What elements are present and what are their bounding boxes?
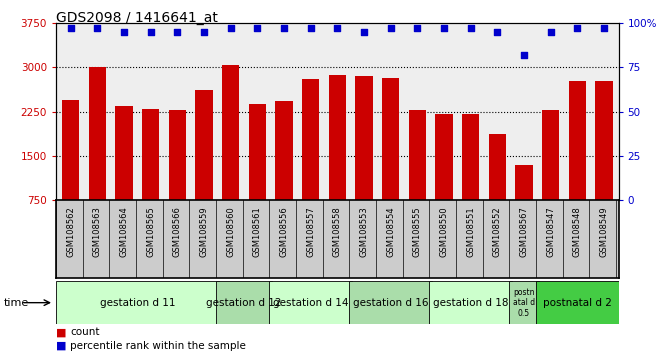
Point	[439, 25, 449, 31]
Bar	[569, 81, 586, 200]
Bar	[595, 81, 613, 200]
Point	[252, 25, 263, 31]
Text: GSM108554: GSM108554	[386, 206, 395, 257]
Text: GSM108558: GSM108558	[333, 206, 342, 257]
Text: GSM108567: GSM108567	[519, 206, 528, 257]
FancyBboxPatch shape	[216, 281, 272, 324]
Bar	[462, 114, 479, 200]
Bar	[222, 65, 240, 200]
Point	[225, 25, 236, 31]
FancyBboxPatch shape	[56, 281, 218, 324]
Text: gestation d 12: gestation d 12	[206, 298, 282, 308]
Bar	[115, 105, 132, 200]
Text: postn
atal d
0.5: postn atal d 0.5	[513, 288, 535, 318]
Bar	[515, 165, 532, 200]
Text: gestation d 18: gestation d 18	[433, 298, 508, 308]
Text: GSM108549: GSM108549	[599, 206, 609, 257]
Bar	[382, 78, 399, 200]
Text: GSM108553: GSM108553	[359, 206, 368, 257]
FancyBboxPatch shape	[429, 281, 512, 324]
Point	[278, 25, 289, 31]
Text: GSM108560: GSM108560	[226, 206, 235, 257]
Text: time: time	[3, 298, 28, 308]
Text: GSM108564: GSM108564	[119, 206, 128, 257]
Text: GSM108559: GSM108559	[199, 206, 209, 257]
Point	[465, 25, 476, 31]
FancyBboxPatch shape	[536, 281, 619, 324]
Bar	[435, 114, 453, 200]
Text: GSM108547: GSM108547	[546, 206, 555, 257]
Bar	[195, 90, 213, 200]
Point	[118, 29, 129, 35]
Text: percentile rank within the sample: percentile rank within the sample	[70, 341, 246, 351]
Text: GSM108566: GSM108566	[173, 206, 182, 257]
Bar	[302, 79, 319, 200]
Point	[305, 25, 316, 31]
Point	[332, 25, 342, 31]
FancyBboxPatch shape	[509, 281, 538, 324]
Point	[386, 25, 396, 31]
Bar	[142, 109, 159, 200]
Text: gestation d 11: gestation d 11	[99, 298, 175, 308]
Bar	[275, 102, 293, 200]
Text: GSM108548: GSM108548	[572, 206, 582, 257]
Point	[492, 29, 503, 35]
Text: count: count	[70, 327, 100, 337]
Text: GSM108550: GSM108550	[440, 206, 448, 257]
Point	[545, 29, 556, 35]
Text: GSM108563: GSM108563	[93, 206, 102, 257]
Text: postnatal d 2: postnatal d 2	[543, 298, 612, 308]
FancyBboxPatch shape	[349, 281, 432, 324]
Point	[359, 29, 369, 35]
Text: GSM108552: GSM108552	[493, 206, 501, 257]
Point	[572, 25, 582, 31]
Bar	[409, 110, 426, 200]
Bar	[249, 104, 266, 200]
Text: GDS2098 / 1416641_at: GDS2098 / 1416641_at	[56, 11, 218, 25]
Text: gestation d 14: gestation d 14	[273, 298, 348, 308]
Text: GSM108562: GSM108562	[66, 206, 75, 257]
Point	[599, 25, 609, 31]
Text: GSM108561: GSM108561	[253, 206, 262, 257]
Bar	[168, 110, 186, 200]
Point	[519, 52, 529, 58]
Text: GSM108555: GSM108555	[413, 206, 422, 257]
Text: GSM108557: GSM108557	[306, 206, 315, 257]
Text: GSM108556: GSM108556	[280, 206, 288, 257]
Bar	[355, 76, 372, 200]
Bar	[488, 134, 506, 200]
Bar	[542, 110, 559, 200]
Bar	[62, 100, 79, 200]
Bar	[328, 75, 346, 200]
Text: GSM108565: GSM108565	[146, 206, 155, 257]
Text: ■: ■	[56, 341, 66, 351]
Point	[172, 29, 182, 35]
Text: ■: ■	[56, 327, 66, 337]
Point	[65, 25, 76, 31]
Point	[145, 29, 156, 35]
Text: gestation d 16: gestation d 16	[353, 298, 428, 308]
Point	[412, 25, 422, 31]
Point	[199, 29, 209, 35]
Bar	[89, 67, 106, 200]
FancyBboxPatch shape	[269, 281, 352, 324]
Point	[92, 25, 103, 31]
Text: GSM108551: GSM108551	[466, 206, 475, 257]
